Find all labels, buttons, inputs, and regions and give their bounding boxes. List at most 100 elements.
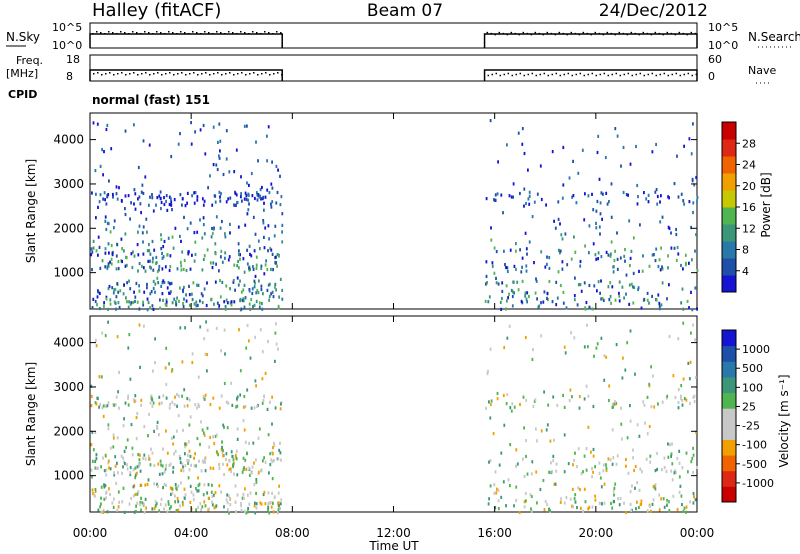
velocity-point — [212, 493, 215, 497]
velocity-point — [280, 402, 282, 406]
power-point — [218, 190, 221, 194]
velocity-point — [153, 429, 155, 433]
power-point — [523, 204, 525, 208]
velocity-point — [243, 394, 246, 399]
velocity-point — [615, 462, 618, 466]
power-point — [115, 307, 117, 311]
velocity-point — [103, 485, 106, 489]
nsearch-point — [682, 32, 685, 35]
power-point — [180, 239, 182, 243]
velocity-point — [221, 445, 223, 449]
velocity-point — [629, 502, 632, 506]
velocity-point — [672, 374, 675, 378]
velocity-point — [236, 437, 239, 441]
velocity-point — [98, 405, 100, 409]
velocity-point — [190, 490, 193, 494]
colorbar-swatch — [722, 122, 736, 140]
power-point — [515, 242, 517, 246]
nsky-tick-bottom: 10^0 — [52, 39, 82, 52]
power-point — [211, 231, 214, 235]
velocity-point — [95, 402, 98, 406]
power-point — [179, 193, 182, 197]
velocity-point — [554, 482, 557, 486]
velocity-point — [693, 400, 696, 404]
velocity-point — [198, 482, 201, 486]
x-tick-label: 12:00 — [376, 526, 411, 540]
power-point — [175, 302, 178, 306]
power-point — [92, 239, 95, 243]
velocity-point — [681, 466, 684, 470]
power-point — [179, 286, 181, 290]
nave-point — [177, 73, 179, 75]
power-point — [229, 231, 231, 235]
power-point — [184, 204, 187, 208]
power-point — [501, 296, 503, 301]
velocity-point — [274, 331, 277, 335]
velocity-point — [634, 372, 636, 376]
power-point — [686, 299, 689, 303]
nsearch-point — [638, 33, 641, 36]
power-point — [179, 260, 182, 264]
nave-point — [229, 72, 231, 74]
nsearch-point — [570, 31, 573, 34]
power-point — [166, 253, 169, 257]
velocity-point — [280, 498, 283, 502]
velocity-point — [668, 509, 671, 513]
power-point — [218, 154, 220, 158]
nave-point — [145, 72, 147, 74]
velocity-point — [160, 401, 163, 405]
colorbar-swatch — [722, 470, 736, 487]
colorbar-swatch — [722, 173, 736, 191]
power-point — [258, 195, 261, 199]
power-point — [212, 163, 215, 167]
velocity-point — [224, 352, 226, 356]
velocity-point — [204, 393, 207, 397]
power-point — [510, 288, 513, 293]
velocity-point — [269, 463, 272, 467]
velocity-point — [165, 483, 167, 487]
nsearch-point — [92, 33, 94, 35]
power-point — [99, 266, 102, 270]
power-point — [230, 300, 233, 304]
colorbar-swatch — [722, 423, 736, 440]
velocity-point — [164, 503, 167, 507]
velocity-point — [222, 454, 224, 458]
velocity-point — [255, 502, 258, 506]
power-point — [602, 192, 604, 196]
power-point — [658, 301, 661, 305]
power-point — [497, 282, 500, 286]
y-tick-label: 3000 — [53, 177, 84, 191]
velocity-point — [118, 406, 120, 410]
power-point — [696, 200, 698, 204]
velocity-point — [654, 487, 657, 491]
velocity-point — [490, 399, 493, 403]
power-point — [242, 288, 245, 292]
velocity-point — [143, 324, 145, 328]
power-point — [511, 294, 514, 299]
velocity-point — [183, 404, 186, 408]
velocity-point — [279, 451, 282, 455]
power-point — [599, 291, 601, 295]
velocity-point — [607, 457, 610, 461]
velocity-point — [177, 414, 180, 418]
velocity-point — [230, 450, 233, 454]
velocity-point — [261, 377, 264, 381]
velocity-point — [169, 486, 172, 490]
velocity-point — [189, 454, 192, 458]
power-point — [260, 288, 263, 292]
power-point — [94, 299, 97, 304]
velocity-point — [626, 436, 629, 440]
velocity-point — [122, 424, 125, 428]
velocity-point — [680, 384, 683, 388]
power-point — [561, 267, 564, 271]
velocity-point — [279, 507, 282, 511]
power-point — [224, 307, 227, 311]
velocity-point — [493, 483, 496, 487]
velocity-point — [179, 457, 182, 461]
velocity-point — [132, 494, 135, 498]
velocity-point — [177, 508, 180, 512]
velocity-point — [158, 402, 161, 406]
velocity-point — [629, 404, 631, 408]
power-point — [202, 223, 205, 227]
power-point — [219, 199, 222, 203]
